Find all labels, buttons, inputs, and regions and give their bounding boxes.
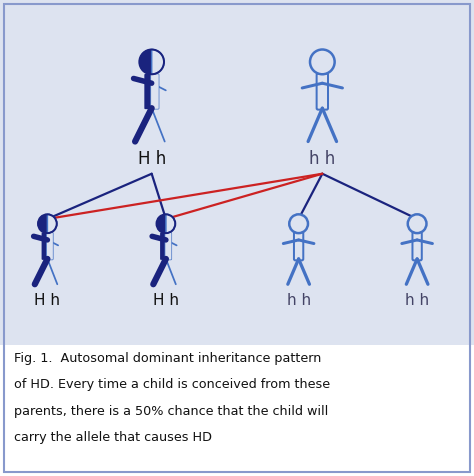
FancyBboxPatch shape [412, 232, 422, 260]
Wedge shape [166, 214, 175, 233]
Wedge shape [152, 50, 164, 74]
Text: H h: H h [137, 150, 166, 169]
Text: h h: h h [287, 293, 310, 308]
Text: parents, there is a 50% chance that the child will: parents, there is a 50% chance that the … [14, 405, 328, 417]
Text: Fig. 1.  Autosomal dominant inheritance pattern: Fig. 1. Autosomal dominant inheritance p… [14, 352, 321, 365]
Wedge shape [156, 214, 166, 233]
Wedge shape [47, 214, 57, 233]
FancyBboxPatch shape [165, 233, 172, 260]
FancyBboxPatch shape [46, 233, 53, 260]
Wedge shape [38, 214, 47, 233]
FancyBboxPatch shape [151, 74, 159, 109]
Text: carry the allele that causes HD: carry the allele that causes HD [14, 431, 212, 444]
Circle shape [310, 50, 335, 74]
Circle shape [408, 214, 427, 233]
Text: H h: H h [153, 293, 179, 308]
FancyBboxPatch shape [0, 345, 474, 476]
FancyBboxPatch shape [42, 233, 48, 260]
Text: h h: h h [405, 293, 429, 308]
Text: h h: h h [309, 150, 336, 169]
Text: H h: H h [35, 293, 60, 308]
Circle shape [289, 214, 308, 233]
FancyBboxPatch shape [160, 233, 167, 260]
Wedge shape [139, 50, 152, 74]
FancyBboxPatch shape [294, 232, 303, 260]
FancyBboxPatch shape [317, 73, 328, 109]
FancyBboxPatch shape [0, 0, 474, 345]
FancyBboxPatch shape [144, 74, 153, 109]
Text: of HD. Every time a child is conceived from these: of HD. Every time a child is conceived f… [14, 378, 330, 391]
